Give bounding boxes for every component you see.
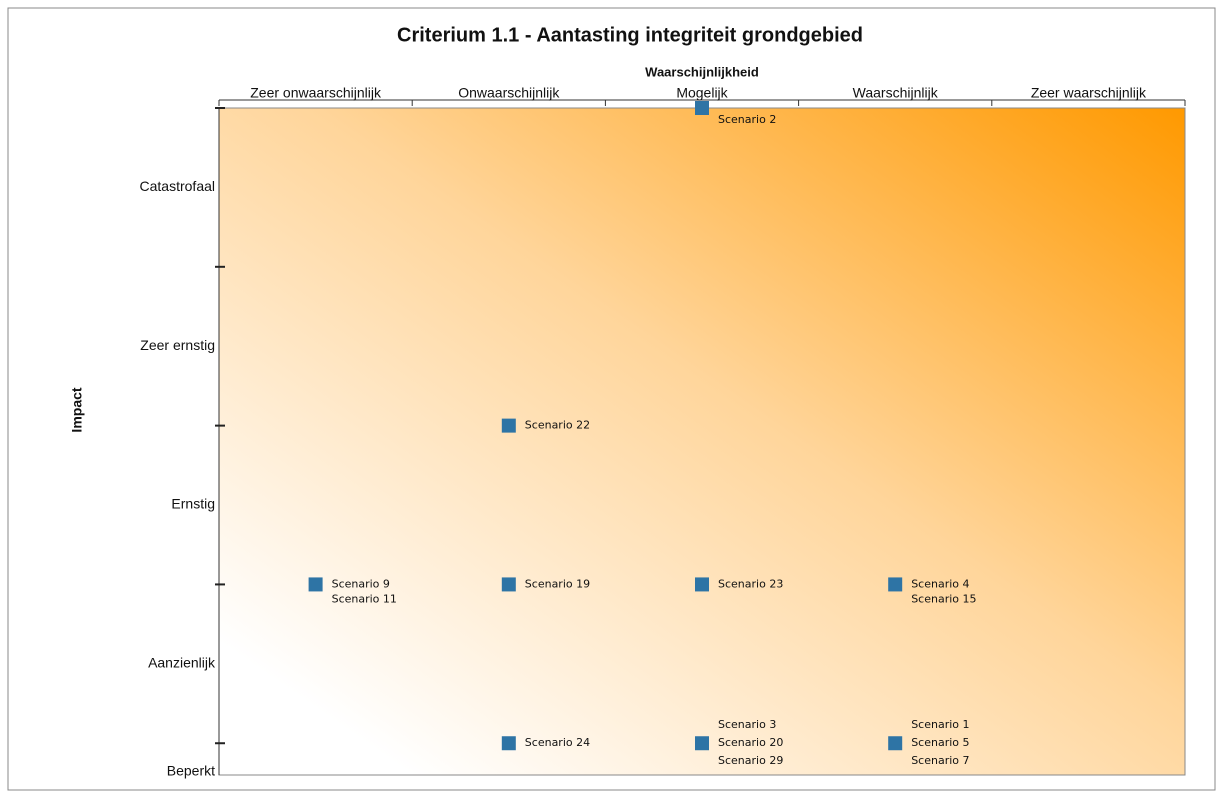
y-axis-label: Impact: [69, 387, 85, 432]
point-label: Scenario 2: [718, 113, 776, 126]
y-tick-label: Zeer ernstig: [140, 337, 215, 353]
point-label: Scenario 29: [718, 754, 783, 767]
point-label: Scenario 15: [911, 592, 976, 605]
point-label: Scenario 7: [911, 754, 969, 767]
marker: [695, 736, 709, 751]
point-label: Scenario 9: [332, 577, 390, 590]
point-label: Scenario 22: [525, 419, 590, 432]
y-tick-label: Beperkt: [167, 763, 215, 779]
x-tick-label: Mogelijk: [676, 85, 728, 101]
x-tick-label: Waarschijnlijk: [853, 85, 939, 101]
chart-title: Criterium 1.1 - Aantasting integriteit g…: [397, 24, 863, 46]
plot-area: [218, 107, 1186, 776]
y-tick-label: Ernstig: [171, 496, 215, 512]
marker: [308, 577, 323, 592]
x-tick-label: Onwaarschijnlijk: [458, 85, 560, 101]
x-tick-label: Zeer onwaarschijnlijk: [250, 85, 382, 101]
point-label: Scenario 1: [911, 718, 969, 731]
point-label: Scenario 3: [718, 718, 776, 731]
y-tick-label: Aanzienlijk: [148, 655, 216, 671]
point-label: Scenario 4: [911, 577, 969, 590]
marker: [888, 577, 903, 592]
marker: [695, 577, 709, 592]
point-label: Scenario 5: [911, 736, 969, 749]
point-label: Scenario 11: [332, 592, 397, 605]
marker: [888, 736, 903, 751]
marker: [501, 418, 516, 433]
point-label: Scenario 23: [718, 577, 783, 590]
x-axis-label: Waarschijnlijkheid: [645, 64, 759, 79]
point-label: Scenario 19: [525, 577, 590, 590]
marker: [501, 736, 516, 751]
x-tick-label: Zeer waarschijnlijk: [1031, 85, 1147, 101]
point-label: Scenario 24: [525, 736, 590, 749]
marker: [695, 101, 709, 115]
marker: [501, 577, 516, 592]
y-tick-label: Catastrofaal: [140, 178, 215, 194]
point-label: Scenario 20: [718, 736, 783, 749]
